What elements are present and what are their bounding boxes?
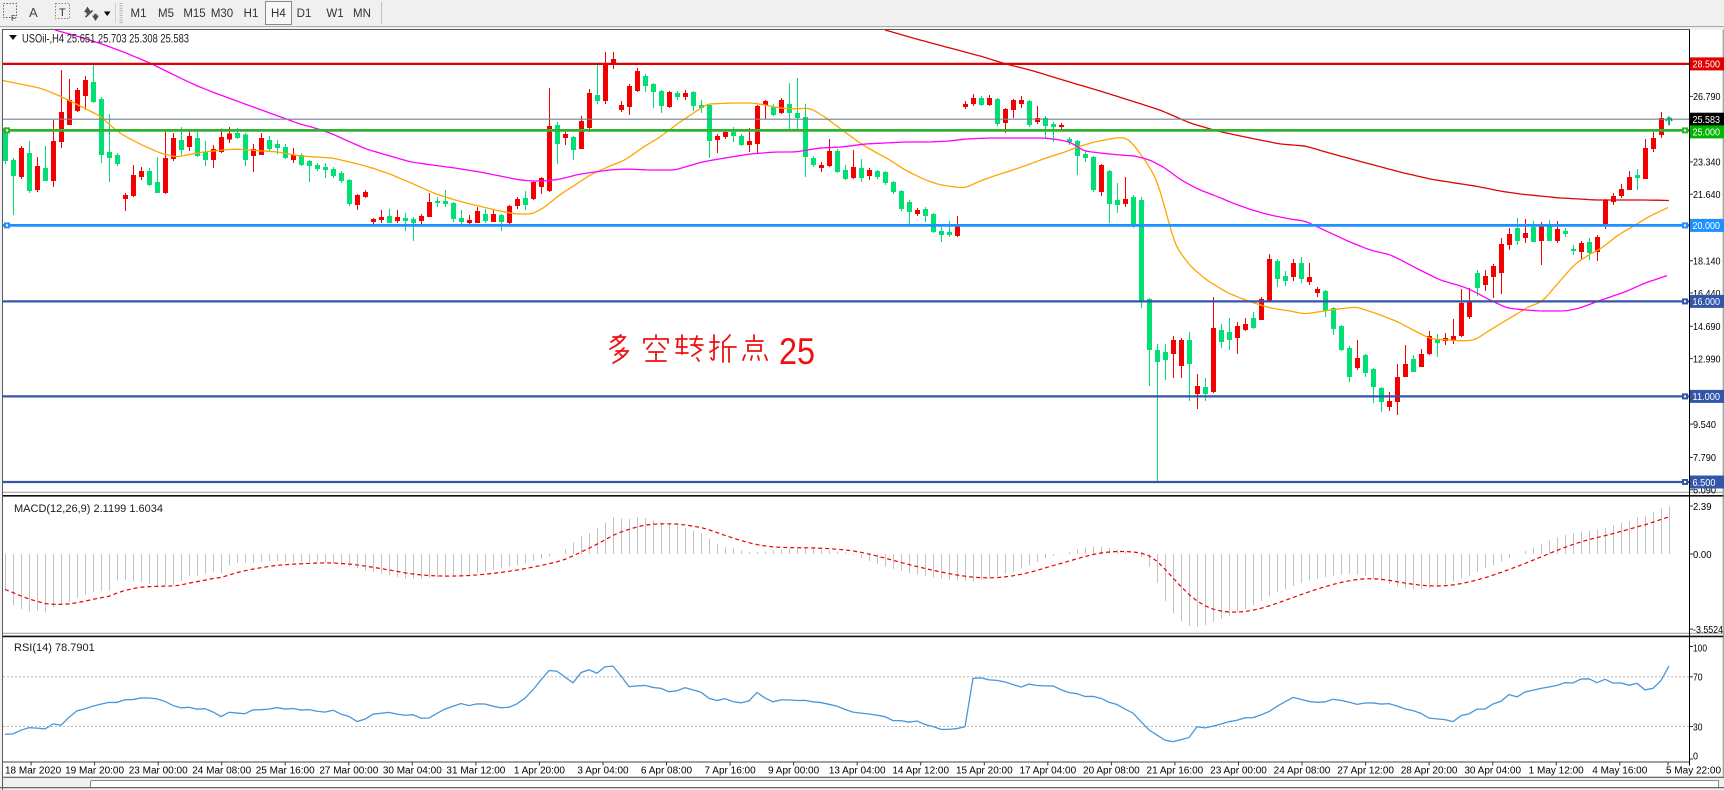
svg-text:19 Mar 20:00: 19 Mar 20:00 xyxy=(65,766,124,777)
svg-text:17 Apr 04:00: 17 Apr 04:00 xyxy=(1019,766,1076,777)
svg-text:21.640: 21.640 xyxy=(1693,189,1721,201)
svg-text:30 Apr 04:00: 30 Apr 04:00 xyxy=(1464,766,1521,777)
svg-text:24 Mar 08:00: 24 Mar 08:00 xyxy=(192,766,251,777)
svg-text:28 Apr 20:00: 28 Apr 20:00 xyxy=(1401,766,1458,777)
svg-text:26.790: 26.790 xyxy=(1693,91,1721,103)
svg-text:25: 25 xyxy=(779,331,815,372)
svg-text:30 Mar 04:00: 30 Mar 04:00 xyxy=(383,766,442,777)
svg-text:20 Apr 08:00: 20 Apr 08:00 xyxy=(1083,766,1140,777)
svg-text:100: 100 xyxy=(1693,643,1707,655)
svg-text:23 Mar 00:00: 23 Mar 00:00 xyxy=(129,766,188,777)
svg-text:24 Apr 08:00: 24 Apr 08:00 xyxy=(1274,766,1331,777)
svg-text:7 Apr 16:00: 7 Apr 16:00 xyxy=(705,766,757,777)
svg-text:27 Apr 12:00: 27 Apr 12:00 xyxy=(1337,766,1394,777)
svg-text:7.790: 7.790 xyxy=(1693,452,1716,464)
svg-text:M30: M30 xyxy=(211,8,233,20)
svg-text:T: T xyxy=(59,7,66,19)
svg-text:0: 0 xyxy=(1693,751,1698,763)
svg-text:0.00: 0.00 xyxy=(1693,549,1712,561)
svg-text:M15: M15 xyxy=(183,8,205,20)
svg-text:MACD(12,26,9) 2.1199 1.6034: MACD(12,26,9) 2.1199 1.6034 xyxy=(14,503,163,515)
svg-text:USOil-,H4 25.651 25.703 25.30: USOil-,H4 25.651 25.703 25.308 25.583 xyxy=(22,32,189,46)
svg-text:MN: MN xyxy=(353,8,371,20)
svg-text:A: A xyxy=(29,5,38,20)
svg-text:23 Apr 00:00: 23 Apr 00:00 xyxy=(1210,766,1267,777)
svg-text:RSI(14) 78.7901: RSI(14) 78.7901 xyxy=(14,642,95,654)
svg-text:12.990: 12.990 xyxy=(1693,353,1721,365)
svg-text:H1: H1 xyxy=(244,8,259,20)
svg-text:W1: W1 xyxy=(326,8,343,20)
svg-text:16.000: 16.000 xyxy=(1693,296,1721,308)
svg-text:H4: H4 xyxy=(271,8,286,20)
svg-text:1 May 12:00: 1 May 12:00 xyxy=(1529,766,1584,777)
svg-text:4 May 16:00: 4 May 16:00 xyxy=(1592,766,1647,777)
svg-text:9 Apr 00:00: 9 Apr 00:00 xyxy=(768,766,820,777)
svg-text:1 Apr 20:00: 1 Apr 20:00 xyxy=(514,766,566,777)
svg-text:31 Mar 12:00: 31 Mar 12:00 xyxy=(446,766,505,777)
svg-text:25.000: 25.000 xyxy=(1693,127,1721,139)
svg-text:20.000: 20.000 xyxy=(1693,220,1721,232)
svg-text:13 Apr 04:00: 13 Apr 04:00 xyxy=(829,766,886,777)
svg-text:M5: M5 xyxy=(158,8,174,20)
svg-text:9.540: 9.540 xyxy=(1693,419,1716,431)
svg-text:M1: M1 xyxy=(131,8,147,20)
svg-text:25.583: 25.583 xyxy=(1693,114,1721,126)
svg-text:14 Apr 12:00: 14 Apr 12:00 xyxy=(892,766,949,777)
svg-text:15 Apr 20:00: 15 Apr 20:00 xyxy=(956,766,1013,777)
svg-text:14.690: 14.690 xyxy=(1693,321,1721,333)
svg-text:30: 30 xyxy=(1693,721,1703,733)
svg-text:-3.5524: -3.5524 xyxy=(1693,624,1723,636)
svg-text:70: 70 xyxy=(1693,672,1703,684)
svg-text:11.000: 11.000 xyxy=(1693,391,1721,403)
svg-text:21 Apr 16:00: 21 Apr 16:00 xyxy=(1147,766,1204,777)
svg-text:6.500: 6.500 xyxy=(1693,477,1716,489)
svg-text:5 May 22:00: 5 May 22:00 xyxy=(1666,766,1721,777)
svg-text:18.140: 18.140 xyxy=(1693,256,1721,268)
svg-text:2.39: 2.39 xyxy=(1693,501,1712,513)
svg-text:23.340: 23.340 xyxy=(1693,157,1721,169)
svg-text:25 Mar 16:00: 25 Mar 16:00 xyxy=(256,766,315,777)
svg-text:3 Apr 04:00: 3 Apr 04:00 xyxy=(577,766,629,777)
svg-text:18 Mar 2020: 18 Mar 2020 xyxy=(5,766,62,777)
svg-text:28.500: 28.500 xyxy=(1693,59,1721,71)
svg-text:D1: D1 xyxy=(297,8,312,20)
svg-text:F: F xyxy=(11,14,16,23)
svg-text:27 Mar 00:00: 27 Mar 00:00 xyxy=(319,766,378,777)
svg-text:6 Apr 08:00: 6 Apr 08:00 xyxy=(641,766,693,777)
